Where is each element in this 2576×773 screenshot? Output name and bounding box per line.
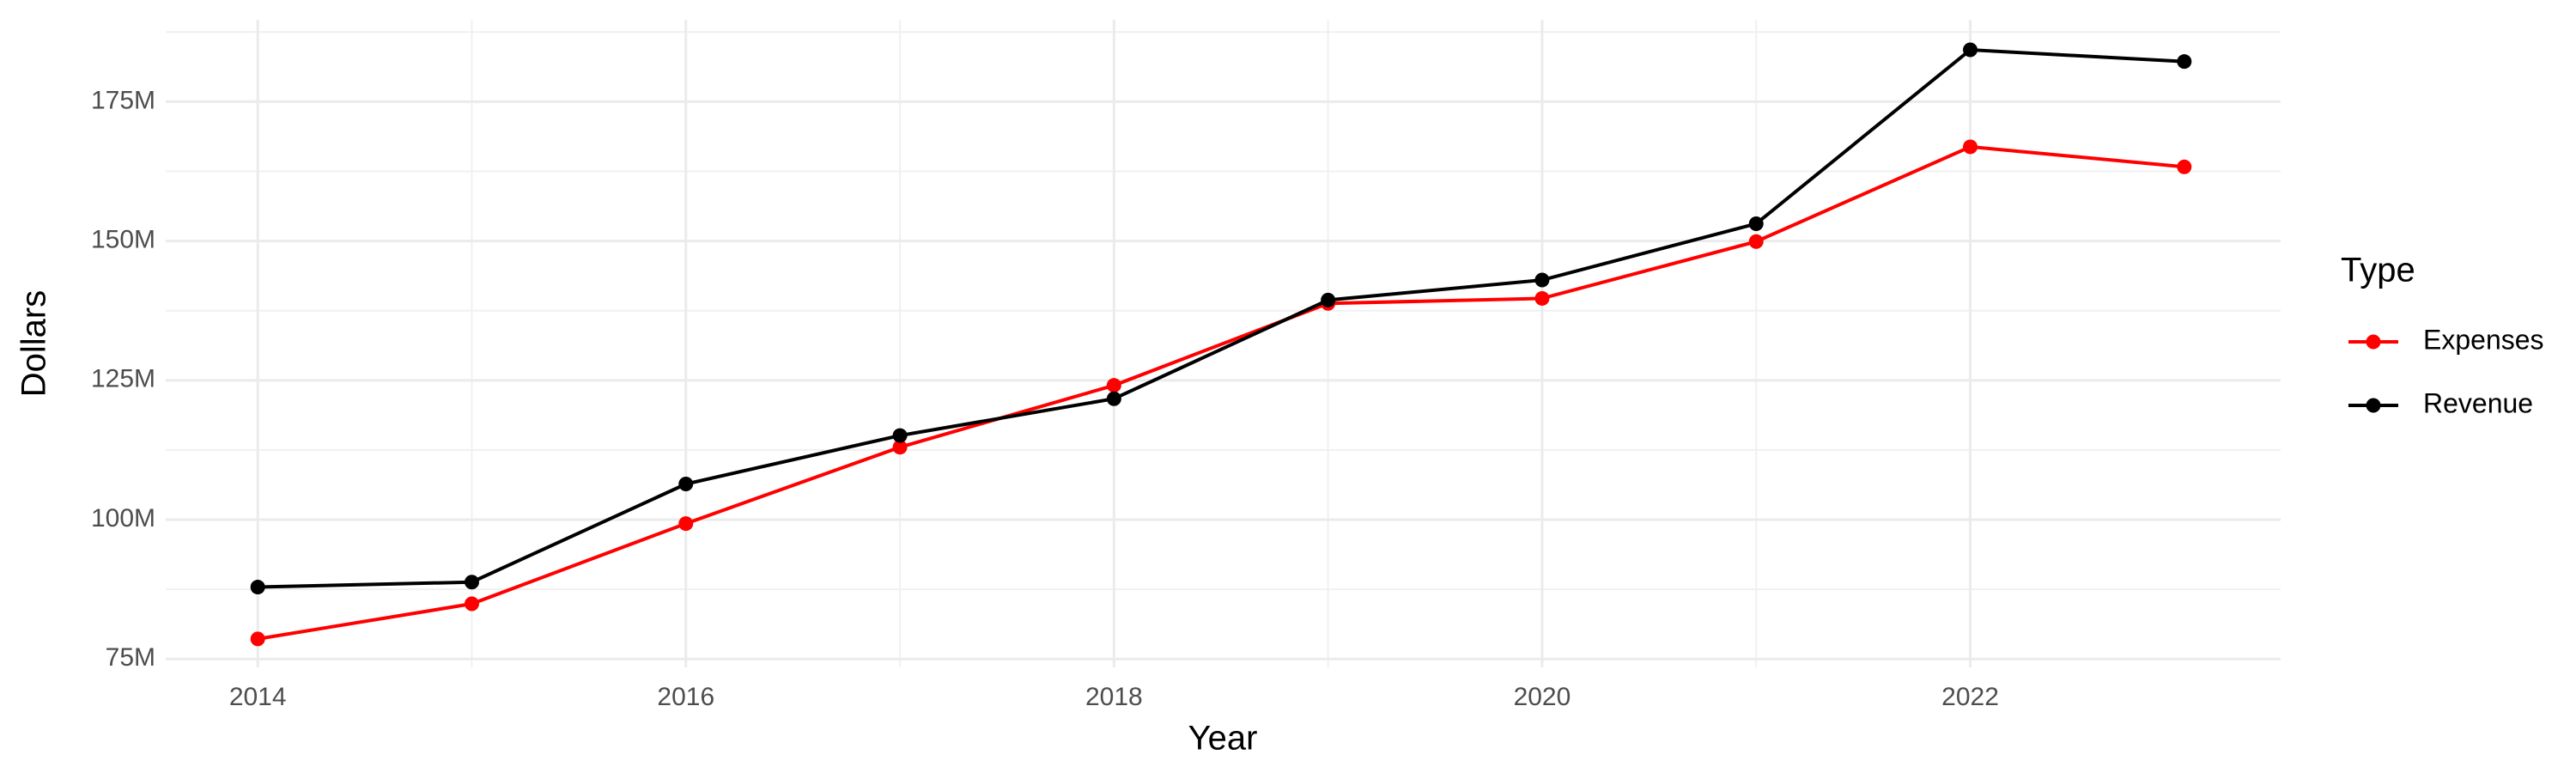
data-point xyxy=(892,428,908,443)
data-point xyxy=(1321,292,1336,307)
x-tick-label: 2020 xyxy=(1514,683,1571,711)
data-point xyxy=(1748,216,1764,231)
y-axis-title: Dollars xyxy=(15,290,53,397)
data-point xyxy=(464,575,479,590)
y-tick-label: 125M xyxy=(91,365,155,393)
data-point xyxy=(892,440,908,455)
x-tick-label: 2018 xyxy=(1085,683,1143,711)
data-point xyxy=(2177,54,2192,70)
legend-marker xyxy=(2366,334,2381,350)
data-point xyxy=(1963,42,1978,58)
data-point xyxy=(250,631,265,647)
y-tick-label: 75M xyxy=(106,643,155,672)
legend-label: Revenue xyxy=(2423,387,2533,418)
data-point xyxy=(678,516,694,532)
data-point xyxy=(2177,159,2192,174)
data-point xyxy=(678,477,694,492)
legend-title: Type xyxy=(2341,252,2415,289)
x-tick-label: 2014 xyxy=(229,683,287,711)
series-line xyxy=(258,48,2184,589)
data-point xyxy=(1534,272,1550,288)
data-point xyxy=(1748,234,1764,249)
data-point xyxy=(1106,391,1121,406)
data-point xyxy=(250,580,265,595)
x-tick-label: 2016 xyxy=(657,683,714,711)
y-tick-label: 100M xyxy=(91,504,155,533)
y-tick-label: 175M xyxy=(91,86,155,114)
data-point xyxy=(1534,290,1550,306)
legend-label: Expenses xyxy=(2423,324,2544,355)
legend-marker xyxy=(2366,398,2381,413)
data-point xyxy=(464,596,479,612)
x-tick-label: 2022 xyxy=(1941,683,1999,711)
data-point xyxy=(1963,139,1978,155)
data-point xyxy=(1106,378,1121,393)
x-axis-title: Year xyxy=(1188,720,1258,758)
series-line xyxy=(257,144,2185,641)
y-tick-label: 150M xyxy=(91,226,155,254)
